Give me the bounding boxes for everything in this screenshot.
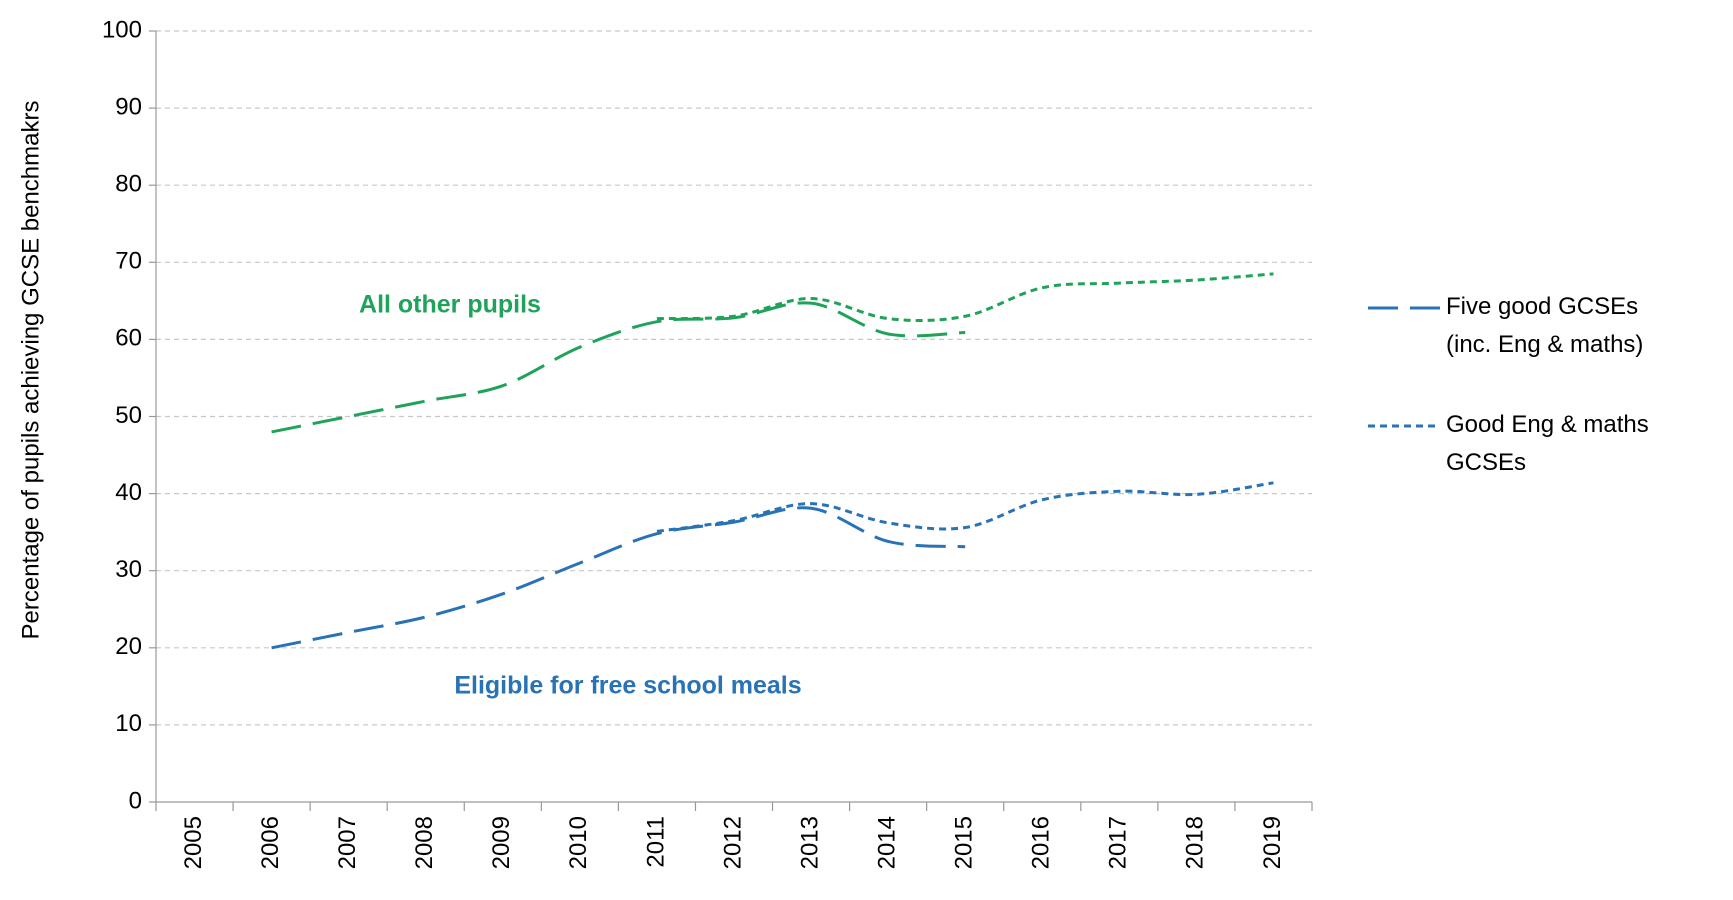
x-tick-label: 2011 (642, 816, 669, 868)
y-axis-label: Percentage of pupils achieving GCSE benc… (17, 101, 44, 640)
y-tick-label: 0 (129, 787, 142, 814)
annotation: Eligible for free school meals (454, 672, 801, 700)
legend-label-line: Good Eng & maths (1446, 411, 1649, 438)
x-tick-label: 2009 (488, 816, 515, 869)
x-tick-label: 2016 (1028, 816, 1055, 869)
x-tick-label: 2012 (719, 816, 746, 869)
y-tick-label: 80 (115, 171, 142, 198)
x-tick-label: 2015 (951, 816, 978, 869)
y-tick-label: 60 (115, 325, 142, 352)
line-series (271, 506, 966, 650)
line-series (656, 481, 1274, 533)
legend-label: Good Eng & maths GCSEs (1446, 411, 1649, 476)
y-tick-label: 10 (115, 710, 142, 737)
line-series (271, 301, 966, 434)
x-tick-label: 2017 (1105, 816, 1132, 869)
x-tick-label: 2014 (873, 816, 900, 869)
y-tick-label: 90 (115, 93, 142, 120)
y-tick-label: 70 (115, 248, 142, 275)
x-tick-label: 2008 (411, 816, 438, 869)
x-tick-label: 2010 (565, 816, 592, 869)
x-tick-label: 2018 (1182, 816, 1209, 869)
x-tick-label: 2006 (257, 816, 284, 869)
y-tick-label: 30 (115, 556, 142, 583)
x-tick-label: 2019 (1259, 816, 1286, 869)
legend-label-line: GCSEs (1446, 449, 1526, 476)
legend-label-line: Five good GCSEs (1446, 293, 1638, 320)
y-tick-label: 50 (115, 402, 142, 429)
x-tick-label: 2005 (180, 816, 207, 869)
legend-label-line: (inc. Eng & maths) (1446, 331, 1643, 358)
y-tick-label: 20 (115, 633, 142, 660)
y-tick-label: 100 (102, 16, 142, 43)
annotation: All other pupils (359, 291, 541, 319)
line-series (656, 272, 1274, 323)
legend-label: Five good GCSEs (inc. Eng & maths) (1446, 293, 1643, 358)
y-tick-label: 40 (115, 479, 142, 506)
x-tick-label: 2013 (796, 816, 823, 869)
x-tick-label: 2007 (334, 816, 361, 869)
